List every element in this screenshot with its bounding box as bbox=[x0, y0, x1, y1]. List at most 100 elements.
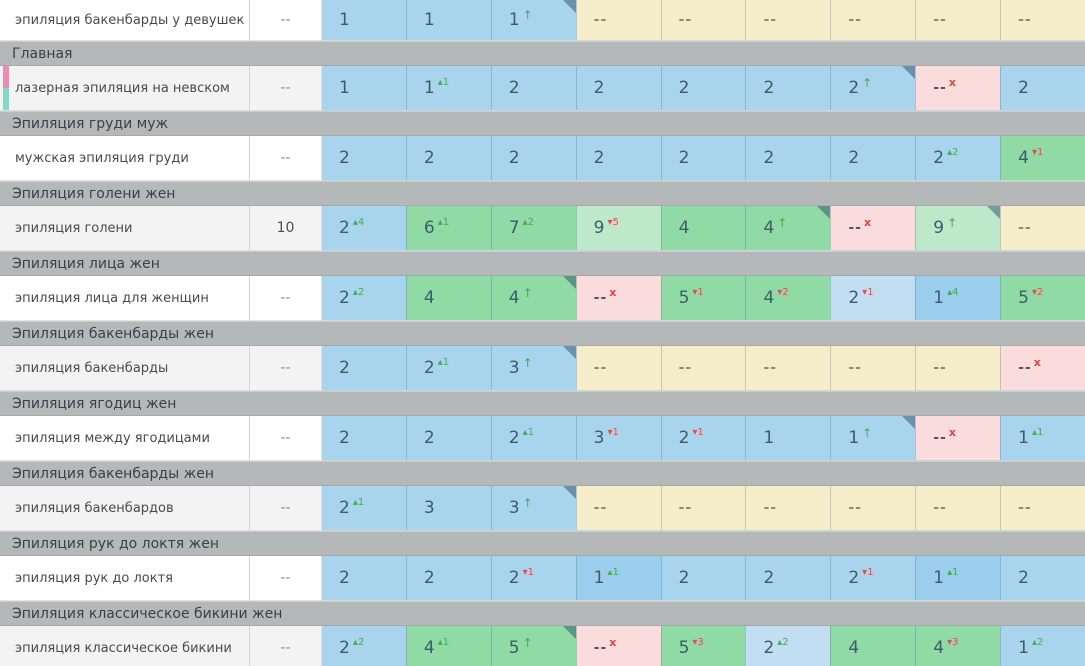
keyword-cell[interactable]: эпиляция классическое бикини bbox=[0, 626, 250, 666]
keyword-group-header[interactable]: Главная bbox=[0, 41, 1085, 66]
position-cell[interactable]: 2 bbox=[490, 66, 576, 110]
keyword-cell[interactable]: мужская эпиляция груди bbox=[0, 136, 250, 181]
position-cell[interactable]: 2 bbox=[660, 556, 746, 600]
position-cell[interactable]: -- x bbox=[575, 276, 661, 320]
position-cell[interactable]: 2 bbox=[660, 66, 746, 110]
position-cell[interactable]: 2 ▾1 bbox=[660, 416, 746, 460]
position-cell[interactable]: 2 bbox=[405, 556, 491, 600]
keyword-cell[interactable]: лазерная эпиляция на невском bbox=[0, 66, 250, 111]
position-cell[interactable]: 2 bbox=[575, 66, 661, 110]
position-cell[interactable]: 3 ↑ bbox=[490, 486, 576, 530]
position-cell[interactable]: 1 bbox=[745, 416, 831, 460]
keyword-group-header[interactable]: Эпиляция груди муж bbox=[0, 111, 1085, 136]
keyword-cell[interactable]: эпиляция рук до локтя bbox=[0, 556, 250, 601]
position-cell[interactable]: 1 ▴1 bbox=[915, 556, 1001, 600]
keyword-group-header[interactable]: Эпиляция классическое бикини жен bbox=[0, 601, 1085, 626]
position-cell[interactable]: 4 ▾1 bbox=[1000, 136, 1085, 180]
position-cell[interactable]: 4 bbox=[405, 276, 491, 320]
position-cell[interactable]: 1 bbox=[322, 0, 406, 40]
position-cell[interactable]: 3 bbox=[405, 486, 491, 530]
position-cell[interactable]: 2 ▴1 bbox=[490, 416, 576, 460]
keyword-group-header[interactable]: Эпиляция лица жен bbox=[0, 251, 1085, 276]
position-cell[interactable]: -- x bbox=[575, 626, 661, 666]
position-cell[interactable]: 1 bbox=[322, 66, 406, 110]
position-cell[interactable]: 4 ▾3 bbox=[915, 626, 1001, 666]
position-cell[interactable]: 2 ↑ bbox=[830, 66, 916, 110]
position-cell[interactable]: 4 ▾2 bbox=[745, 276, 831, 320]
position-cell[interactable]: 2 bbox=[405, 416, 491, 460]
position-cell[interactable]: 1 bbox=[405, 0, 491, 40]
position-cell[interactable]: 2 ▴2 bbox=[322, 626, 406, 666]
position-cell[interactable]: 5 ▾3 bbox=[660, 626, 746, 666]
position-cell[interactable]: -- bbox=[1000, 486, 1085, 530]
position-cell[interactable]: -- bbox=[575, 0, 661, 40]
keyword-group-header[interactable]: Эпиляция бакенбарды жен bbox=[0, 321, 1085, 346]
position-cell[interactable]: 1 ↑ bbox=[490, 0, 576, 40]
position-cell[interactable]: 4 bbox=[830, 626, 916, 666]
position-cell[interactable]: 1 ↑ bbox=[830, 416, 916, 460]
position-cell[interactable]: 1 ▴1 bbox=[575, 556, 661, 600]
position-cell[interactable]: 5 ↑ bbox=[490, 626, 576, 666]
position-cell[interactable]: 3 ↑ bbox=[490, 346, 576, 390]
position-cell[interactable]: -- x bbox=[830, 206, 916, 250]
position-cell[interactable]: -- bbox=[830, 346, 916, 390]
keyword-cell[interactable]: эпиляция бакенбардов bbox=[0, 486, 250, 531]
position-cell[interactable]: -- bbox=[745, 486, 831, 530]
keyword-cell[interactable]: эпиляция бакенбарды у девушек bbox=[0, 0, 250, 41]
position-cell[interactable]: 2 ▾1 bbox=[830, 556, 916, 600]
position-cell[interactable]: -- x bbox=[915, 416, 1001, 460]
position-cell[interactable]: 2 bbox=[322, 136, 406, 180]
position-cell[interactable]: 2 ▴2 bbox=[322, 276, 406, 320]
position-cell[interactable]: 2 bbox=[322, 416, 406, 460]
position-cell[interactable]: 2 ▴2 bbox=[745, 626, 831, 666]
keyword-group-header[interactable]: Эпиляция бакенбарды жен bbox=[0, 461, 1085, 486]
position-cell[interactable]: 1 ▴1 bbox=[405, 66, 491, 110]
keyword-cell[interactable]: эпиляция между ягодицами bbox=[0, 416, 250, 461]
position-cell[interactable]: 2 ▴2 bbox=[915, 136, 1001, 180]
position-cell[interactable]: -- x bbox=[915, 66, 1001, 110]
position-cell[interactable]: -- bbox=[660, 346, 746, 390]
position-cell[interactable]: 2 ▴1 bbox=[405, 346, 491, 390]
position-cell[interactable]: 4 ▴1 bbox=[405, 626, 491, 666]
position-cell[interactable]: 4 ↑ bbox=[745, 206, 831, 250]
position-cell[interactable]: -- x bbox=[1000, 346, 1085, 390]
position-cell[interactable]: -- bbox=[660, 486, 746, 530]
position-cell[interactable]: 6 ▴1 bbox=[405, 206, 491, 250]
position-cell[interactable]: -- bbox=[660, 0, 746, 40]
position-cell[interactable]: -- bbox=[1000, 0, 1085, 40]
position-cell[interactable]: 2 bbox=[745, 66, 831, 110]
position-cell[interactable]: 4 ↑ bbox=[490, 276, 576, 320]
position-cell[interactable]: 2 bbox=[490, 136, 576, 180]
position-cell[interactable]: 4 bbox=[660, 206, 746, 250]
position-cell[interactable]: -- bbox=[745, 346, 831, 390]
position-cell[interactable]: -- bbox=[575, 346, 661, 390]
position-cell[interactable]: 2 bbox=[405, 136, 491, 180]
position-cell[interactable]: 1 ▴2 bbox=[1000, 626, 1085, 666]
keyword-group-header[interactable]: Эпиляция голени жен bbox=[0, 181, 1085, 206]
position-cell[interactable]: -- bbox=[915, 346, 1001, 390]
keyword-group-header[interactable]: Эпиляция рук до локтя жен bbox=[0, 531, 1085, 556]
position-cell[interactable]: 5 ▾2 bbox=[1000, 276, 1085, 320]
position-cell[interactable]: 2 ▴1 bbox=[322, 486, 406, 530]
position-cell[interactable]: 9 ▾5 bbox=[575, 206, 661, 250]
position-cell[interactable]: 1 ▴4 bbox=[915, 276, 1001, 320]
position-cell[interactable]: -- bbox=[915, 0, 1001, 40]
position-cell[interactable]: 3 ▾1 bbox=[575, 416, 661, 460]
position-cell[interactable]: 2 bbox=[1000, 66, 1085, 110]
keyword-cell[interactable]: эпиляция лица для женщин bbox=[0, 276, 250, 321]
keyword-cell[interactable]: эпиляция голени bbox=[0, 206, 250, 251]
position-cell[interactable]: 5 ▾1 bbox=[660, 276, 746, 320]
position-cell[interactable]: 2 bbox=[745, 136, 831, 180]
position-cell[interactable]: 2 bbox=[745, 556, 831, 600]
position-cell[interactable]: 2 bbox=[660, 136, 746, 180]
position-cell[interactable]: -- bbox=[915, 486, 1001, 530]
position-cell[interactable]: 9 ↑ bbox=[915, 206, 1001, 250]
position-cell[interactable]: 2 ▴4 bbox=[322, 206, 406, 250]
position-cell[interactable]: 2 ▾1 bbox=[490, 556, 576, 600]
position-cell[interactable]: 2 bbox=[575, 136, 661, 180]
keyword-group-header[interactable]: Эпиляция ягодиц жен bbox=[0, 391, 1085, 416]
position-cell[interactable]: 2 bbox=[322, 346, 406, 390]
keyword-cell[interactable]: эпиляция бакенбарды bbox=[0, 346, 250, 391]
position-cell[interactable]: 2 bbox=[322, 556, 406, 600]
position-cell[interactable]: -- bbox=[1000, 206, 1085, 250]
